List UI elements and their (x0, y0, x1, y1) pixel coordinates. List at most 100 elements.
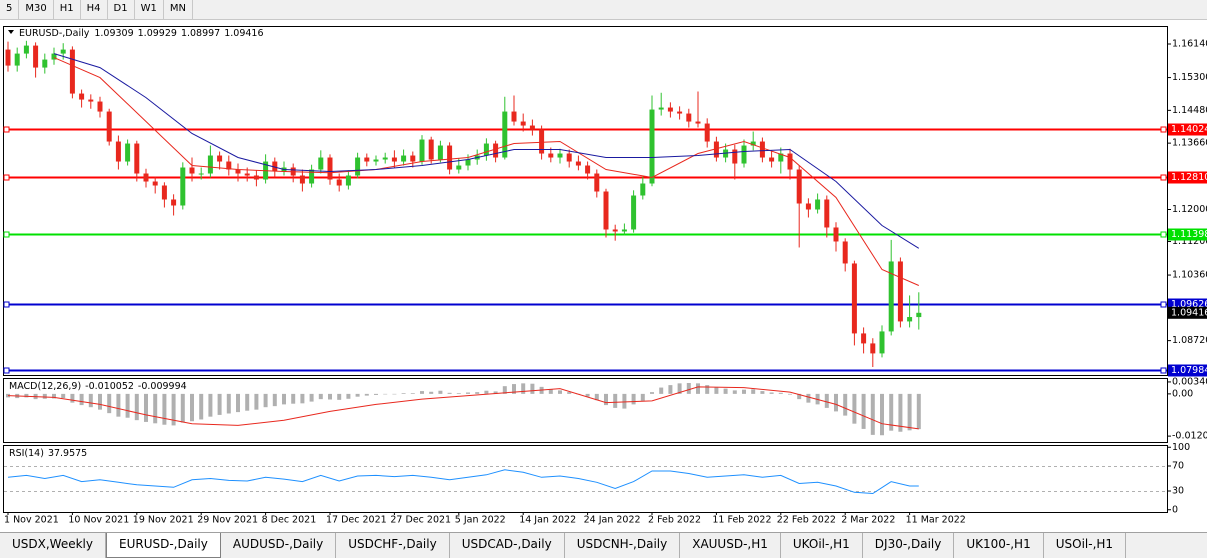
chart-tabs: USDX,Weekly EURUSD-,Daily AUDUSD-,Daily USD… (0, 532, 1207, 558)
chart-tab[interactable]: DJ30-,Daily (863, 533, 955, 558)
macd-histogram-bar (420, 391, 424, 394)
chart-tab[interactable]: USDCHF-,Daily (336, 533, 450, 558)
candle-body (391, 157, 397, 162)
timeframe-button[interactable]: H1 (54, 0, 81, 19)
macd-histogram-bar (870, 393, 875, 435)
macd-histogram-bar (852, 393, 857, 424)
candle-body (465, 159, 471, 166)
candle-body (686, 113, 692, 122)
macd-histogram-bar (116, 393, 121, 417)
candle-body (870, 343, 876, 354)
chart-tab[interactable]: USOil-,H1 (1044, 533, 1127, 558)
level-handle (3, 174, 10, 181)
candle-body (575, 161, 581, 166)
timeframe-button[interactable]: W1 (135, 0, 164, 19)
rsi-panel-frame (3, 445, 1168, 513)
macd-histogram-bar (604, 393, 608, 406)
header-high: 1.09929 (138, 28, 177, 39)
macd-histogram-bar (226, 393, 231, 414)
candle-body (907, 317, 913, 322)
date-label: 19 Nov 2021 (133, 515, 194, 526)
chart-tab[interactable]: UK100-,H1 (954, 533, 1044, 558)
chart-tab[interactable]: USDCAD-,Daily (450, 533, 565, 558)
macd-histogram-bar (318, 393, 323, 400)
y-tick-label: 1.14480 (1172, 105, 1207, 116)
macd-histogram-bar (337, 393, 342, 400)
macd-histogram-bar (79, 393, 84, 406)
macd-histogram-bar (521, 383, 526, 394)
current-price-label: 1.09416 (1171, 307, 1207, 318)
candle-body (125, 143, 131, 162)
macd-histogram-bar (880, 393, 884, 436)
macd-histogram-bar (162, 393, 167, 425)
y-tick-label: 1.12000 (1172, 204, 1207, 215)
chart-tab[interactable]: USDX,Weekly (0, 533, 106, 558)
candle-body (612, 229, 618, 232)
candle-body (805, 203, 811, 210)
macd-histogram-bar (631, 393, 636, 405)
macd-histogram-bar (374, 393, 378, 395)
date-label: 1 Nov 2021 (4, 515, 59, 526)
candle-body (815, 199, 821, 210)
level-price-box (1168, 171, 1207, 184)
candle-body (161, 185, 167, 200)
menu-arrow (8, 30, 14, 34)
macd-histogram-bar (263, 393, 268, 408)
y-tick-label: 1.08720 (1172, 335, 1207, 346)
chart-tab[interactable]: USDCNH-,Daily (565, 533, 681, 558)
main-panel-frame (3, 26, 1168, 376)
candle-body (566, 153, 572, 162)
macd-histogram-bar (843, 393, 848, 416)
level-handle (1160, 126, 1167, 133)
date-label: 17 Dec 2021 (326, 515, 387, 526)
candle-body (60, 49, 66, 54)
chart-tab[interactable]: UKOil-,H1 (781, 533, 863, 558)
macd-histogram-bar (622, 393, 627, 409)
chart-tab[interactable]: XAUUSD-,H1 (680, 533, 781, 558)
date-label: 5 Jan 2022 (455, 515, 506, 526)
candle-body (299, 175, 305, 184)
macd-histogram-bar (208, 393, 213, 417)
level-price-label: 1.07984 (1171, 365, 1207, 376)
candle-body (373, 159, 379, 162)
macd-histogram-bar (144, 393, 148, 422)
moving-average-line (53, 53, 920, 249)
macd-histogram-bar (61, 393, 66, 399)
chart-tab[interactable]: EURUSD-,Daily (106, 533, 221, 558)
macd-histogram-bar (558, 390, 562, 394)
macd-histogram-bar (199, 393, 204, 420)
candle-body (180, 167, 186, 206)
macd-histogram-bar (493, 391, 498, 394)
y-tick-label: 1.10360 (1172, 270, 1207, 281)
timeframe-button[interactable]: D1 (108, 0, 135, 19)
signal-value: -0.009994 (138, 381, 187, 392)
timeframe-button[interactable]: M30 (19, 0, 54, 19)
current-price-box (1168, 306, 1207, 319)
date-label: 10 Nov 2021 (68, 515, 129, 526)
macd-histogram-bar (788, 393, 792, 395)
macd-histogram-bar (760, 391, 765, 394)
candle-body (621, 229, 627, 232)
chart-tab[interactable]: AUDUSD-,Daily (221, 533, 337, 558)
candle-body (253, 175, 259, 180)
macd-histogram-bar (245, 393, 250, 411)
chart-window: EURUSD-,Daily 1.09309 1.09929 1.08997 1.0941… (0, 20, 1207, 532)
level-price-label: 1.09626 (1171, 299, 1207, 310)
macd-histogram-bar (705, 385, 710, 394)
timeframe-button[interactable]: MN (164, 0, 193, 19)
level-handle (3, 301, 10, 308)
candle-body (217, 155, 223, 162)
macd-histogram-bar (42, 393, 47, 399)
macd-histogram-bar (659, 387, 664, 394)
macd-histogram-bar (594, 393, 599, 401)
timeframe-button[interactable]: H4 (81, 0, 108, 19)
candle-body (778, 153, 784, 162)
timeframe-button[interactable]: 5 (0, 0, 20, 19)
level-handle (1160, 367, 1167, 374)
y-tick-label: 70 (1172, 461, 1184, 472)
candle-body (410, 155, 416, 162)
candle-body (741, 145, 747, 164)
candle-body (695, 121, 701, 124)
macd-signal-line (7, 386, 919, 430)
macd-histogram-bar (291, 393, 296, 404)
